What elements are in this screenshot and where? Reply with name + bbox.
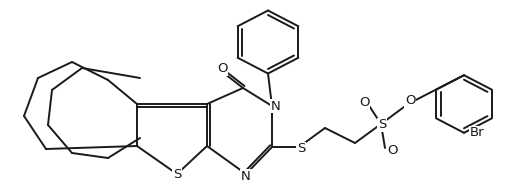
Text: N: N bbox=[271, 100, 281, 113]
Text: Br: Br bbox=[470, 126, 484, 139]
Text: O: O bbox=[359, 95, 369, 108]
Text: O: O bbox=[405, 94, 415, 107]
Text: N: N bbox=[241, 170, 251, 183]
Text: S: S bbox=[378, 119, 386, 132]
Text: S: S bbox=[173, 167, 181, 180]
Text: O: O bbox=[388, 144, 398, 157]
Text: O: O bbox=[217, 62, 227, 75]
Text: S: S bbox=[297, 143, 305, 156]
